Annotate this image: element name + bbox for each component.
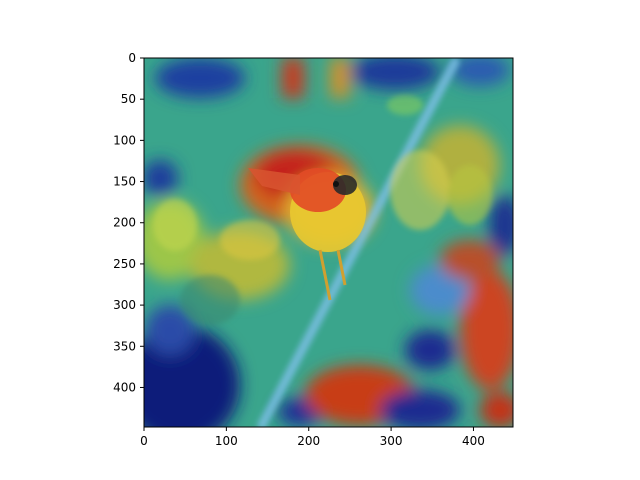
y-tick-label: 150 xyxy=(113,175,136,189)
y-tick-label: 250 xyxy=(113,257,136,271)
heatmap-image xyxy=(144,58,513,427)
x-tick-label: 0 xyxy=(140,434,148,448)
x-axis: 0 100 200 300 400 xyxy=(140,427,485,448)
y-tick-label: 400 xyxy=(113,380,136,394)
x-tick-label: 300 xyxy=(380,434,403,448)
y-tick-label: 0 xyxy=(128,51,136,65)
plot-frame xyxy=(143,57,514,428)
x-tick-label: 200 xyxy=(297,434,320,448)
y-axis: 0 50 100 150 200 250 300 350 400 xyxy=(113,51,144,394)
y-tick-label: 200 xyxy=(113,216,136,230)
y-tick-label: 50 xyxy=(121,92,136,106)
y-tick-label: 350 xyxy=(113,339,136,353)
y-tick-label: 100 xyxy=(113,133,136,147)
bird-figure xyxy=(248,168,366,301)
y-tick-label: 300 xyxy=(113,298,136,312)
x-tick-label: 100 xyxy=(215,434,238,448)
x-tick-label: 400 xyxy=(462,434,485,448)
